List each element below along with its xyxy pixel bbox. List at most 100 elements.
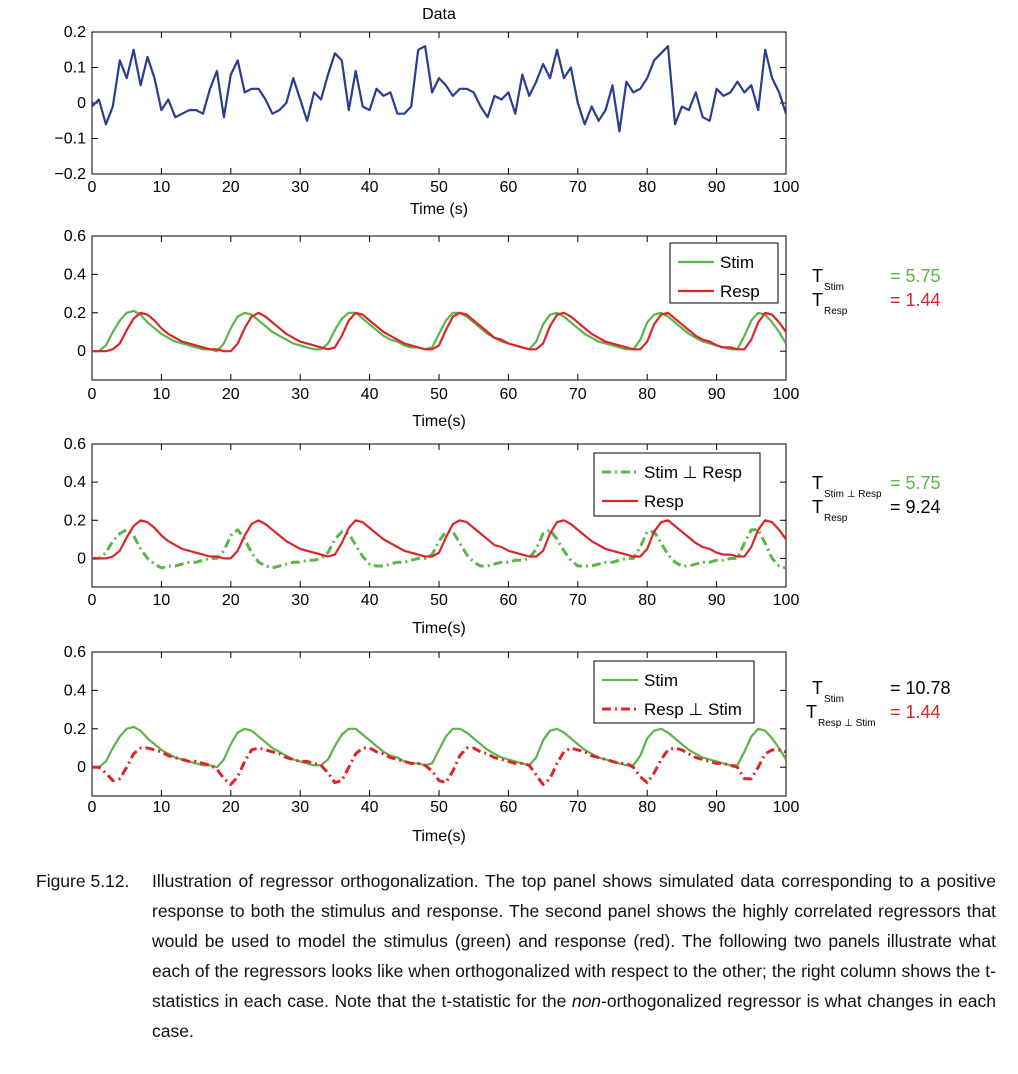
plot-frame: [91, 31, 787, 175]
x-tick-label: 50: [430, 179, 448, 196]
y-tick-label: 0: [77, 343, 86, 360]
x-tick-label: 10: [153, 799, 171, 816]
t-stat-subscript: Resp: [824, 513, 848, 524]
legend-label: Stim: [720, 253, 754, 272]
x-tick-label: 60: [500, 799, 518, 816]
y-tick-label: 0.2: [64, 305, 86, 322]
x-tick-label: 20: [222, 592, 240, 609]
caption-text-before: Illustration of regressor orthogonalizat…: [152, 871, 996, 1011]
x-tick-label: 100: [773, 179, 800, 196]
caption-text-after: -orthogonalized regressor is what change…: [152, 991, 996, 1041]
x-tick-label: 80: [638, 386, 656, 403]
x-tick-label: 70: [569, 799, 587, 816]
legend-label: Stim: [644, 671, 678, 690]
x-tick-label: 50: [430, 799, 448, 816]
t-stat-value: = 9.24: [890, 497, 941, 517]
legend-label: Resp: [720, 282, 760, 301]
y-tick-label: 0.4: [64, 474, 86, 491]
x-tick-label: 90: [708, 592, 726, 609]
t-stat-subscript: Stim: [824, 282, 844, 293]
y-tick-label: 0: [77, 759, 86, 776]
t-stat-symbol: T: [812, 497, 823, 517]
x-tick-label: 80: [638, 179, 656, 196]
legend-box: [669, 242, 779, 304]
x-tick-label: 0: [88, 799, 97, 816]
x-axis-label: Time(s): [412, 620, 466, 637]
y-tick-label: 0: [77, 550, 86, 567]
x-axis-label: Time(s): [412, 828, 466, 845]
x-tick-label: 40: [361, 386, 379, 403]
series-line-resp-stim: [92, 746, 786, 786]
y-tick-label: 0.6: [64, 228, 86, 245]
x-tick-label: 70: [569, 386, 587, 403]
x-tick-label: 80: [638, 799, 656, 816]
caption-body: Illustration of regressor orthogonalizat…: [152, 866, 996, 1046]
chart-panel-data: Data 0 10 20 30 40 50 60 70 80 90 100 0.2 0.1 0 −0.1 −0.…: [54, 6, 799, 218]
y-tick-label: 0.4: [64, 682, 86, 699]
legend-label: Resp: [644, 492, 684, 511]
legend-label: Resp ⊥ Stim: [644, 700, 742, 719]
t-stat-subscript: Resp ⊥ Stim: [818, 718, 876, 729]
x-tick-label: 30: [291, 592, 309, 609]
x-tick-label: 90: [708, 179, 726, 196]
y-tick-label: 0.6: [64, 436, 86, 453]
x-tick-label: 0: [88, 592, 97, 609]
x-tick-label: 10: [153, 386, 171, 403]
x-tick-label: 0: [88, 179, 97, 196]
y-tick-label: 0.2: [64, 721, 86, 738]
t-stat-subscript: Stim: [824, 694, 844, 705]
t-stat-symbol: T: [806, 702, 817, 722]
x-tick-label: 100: [773, 386, 800, 403]
x-tick-label: 70: [569, 592, 587, 609]
x-tick-label: 100: [773, 592, 800, 609]
y-tick-label: 0.2: [64, 24, 86, 41]
caption-emphasis: non: [571, 991, 602, 1011]
t-stat-symbol: T: [812, 290, 823, 310]
chart-panel-original: 0 10 20 30 40 50 60 70 80 90 100 0.6 0.4 0.2 0 Time(s) S…: [64, 228, 941, 430]
x-tick-label: 30: [291, 386, 309, 403]
x-tick-label: 70: [569, 179, 587, 196]
legend: Stim Resp: [669, 242, 779, 304]
series-line-resp: [92, 311, 786, 353]
x-tick-label: 30: [291, 179, 309, 196]
x-axis-label: Time(s): [412, 413, 466, 430]
legend-box: [593, 660, 755, 724]
legend: Stim Resp ⊥ Stim: [593, 660, 755, 724]
x-tick-label: 20: [222, 179, 240, 196]
x-tick-label: 40: [361, 179, 379, 196]
t-stat-value: = 1.44: [890, 290, 941, 310]
legend-box: [593, 452, 761, 517]
x-tick-label: 100: [773, 799, 800, 816]
caption-label: Figure 5.12.: [36, 871, 130, 891]
t-stat-subscript: Stim ⊥ Resp: [824, 489, 882, 500]
t-stat-value: = 5.75: [890, 266, 941, 286]
x-tick-label: 40: [361, 592, 379, 609]
t-stat-value: = 10.78: [890, 678, 951, 698]
y-tick-label: 0.6: [64, 644, 86, 661]
x-tick-label: 60: [500, 386, 518, 403]
y-tick-label: 0.4: [64, 266, 86, 283]
t-stat-value: = 5.75: [890, 473, 941, 493]
y-tick-label: 0: [77, 95, 86, 112]
series-line-data: [92, 45, 786, 133]
legend: Stim ⊥ Resp Resp: [593, 452, 761, 517]
y-tick-label: 0.1: [64, 60, 86, 77]
t-stat-symbol: T: [812, 678, 823, 698]
legend-label: Stim ⊥ Resp: [644, 463, 742, 482]
x-tick-label: 10: [153, 179, 171, 196]
t-stat-symbol: T: [812, 473, 823, 493]
x-tick-label: 80: [638, 592, 656, 609]
figure-caption: Figure 5.12. Illustration of regressor o…: [36, 866, 996, 1046]
t-stat-value: = 1.44: [890, 702, 941, 722]
x-tick-label: 10: [153, 592, 171, 609]
chart-title: Data: [422, 6, 456, 23]
x-tick-label: 20: [222, 386, 240, 403]
x-tick-label: 90: [708, 799, 726, 816]
x-tick-label: 20: [222, 799, 240, 816]
x-tick-label: 30: [291, 799, 309, 816]
t-stat-subscript: Resp: [824, 306, 848, 317]
y-tick-label: −0.1: [54, 131, 86, 148]
